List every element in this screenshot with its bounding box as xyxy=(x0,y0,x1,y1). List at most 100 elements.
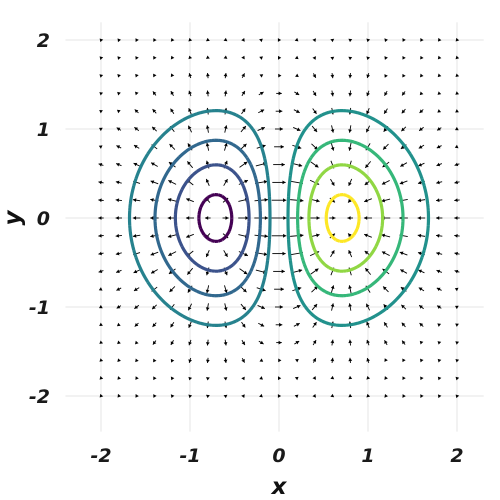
arrow-head xyxy=(115,216,119,220)
arrow-head xyxy=(437,127,441,131)
quiver-arrow xyxy=(185,216,195,220)
arrow-head xyxy=(152,340,157,345)
arrow-head xyxy=(436,216,440,220)
arrow-head xyxy=(381,251,386,255)
arrow-head xyxy=(401,127,405,132)
quiver-arrow xyxy=(117,358,121,362)
quiver-arrow xyxy=(366,108,370,115)
quiver-arrow xyxy=(241,55,245,60)
arrow-head xyxy=(312,92,317,96)
quiver-arrow xyxy=(98,251,104,256)
arrow-head xyxy=(330,74,335,79)
arrow-head xyxy=(99,74,104,78)
arrow-head xyxy=(224,253,228,257)
quiver-arrow xyxy=(455,91,460,95)
arrow-head xyxy=(348,38,353,43)
quiver-arrow xyxy=(205,90,210,97)
quiver-arrow xyxy=(348,56,353,61)
quiver-arrow xyxy=(278,358,282,363)
arrow-head xyxy=(205,125,210,129)
quiver-arrow xyxy=(115,233,122,238)
quiver-arrow xyxy=(400,162,408,167)
quiver-arrow xyxy=(258,109,265,114)
quiver-arrow xyxy=(417,233,426,238)
quiver-arrow xyxy=(170,108,175,115)
quiver-arrow xyxy=(241,90,246,97)
quiver-arrow xyxy=(420,376,424,381)
arrow-head xyxy=(169,288,174,292)
quiver-arrow xyxy=(312,90,317,97)
quiver-arrow xyxy=(330,90,335,97)
arrow-head xyxy=(348,375,353,380)
quiver-arrow xyxy=(437,341,442,345)
arrow-head xyxy=(366,38,371,43)
arrow-head xyxy=(187,288,192,293)
quiver-arrow xyxy=(384,56,388,60)
arrow-head xyxy=(330,375,335,380)
arrow-head xyxy=(115,180,120,185)
arrow-head xyxy=(455,37,460,42)
arrow-head xyxy=(294,37,299,42)
arrow-head xyxy=(98,145,103,149)
x-tick-label: 0 xyxy=(272,445,285,467)
quiver-arrow xyxy=(455,55,460,60)
quiver-arrow xyxy=(188,37,193,42)
arrow-head xyxy=(348,198,352,203)
quiver-arrow xyxy=(134,91,139,96)
arrow-head xyxy=(364,198,368,203)
arrow-head xyxy=(278,91,282,96)
quiver-arrow xyxy=(205,357,210,364)
arrow-head xyxy=(402,55,406,60)
quiver-arrow xyxy=(330,38,335,43)
arrow-head xyxy=(437,305,441,309)
arrow-head xyxy=(436,269,441,274)
quiver-arrow xyxy=(295,358,299,363)
arrow-head xyxy=(437,37,442,42)
y-tick-label: 2 xyxy=(37,30,50,52)
quiver-arrow xyxy=(169,286,176,293)
quiver-arrow xyxy=(418,269,425,274)
quiver-arrow xyxy=(134,304,140,310)
quiver-arrow xyxy=(455,323,459,327)
arrow-head xyxy=(117,91,121,96)
arrow-head xyxy=(402,73,406,78)
quiver-arrow xyxy=(98,163,104,167)
quiver-arrow xyxy=(454,216,460,220)
quiver-arrow xyxy=(98,198,104,203)
arrow-head xyxy=(348,56,353,61)
quiver-arrow xyxy=(132,216,141,220)
quiver-arrow xyxy=(150,251,159,256)
arrow-head xyxy=(436,180,440,185)
quiver-arrow xyxy=(150,216,159,220)
quiver-arrow xyxy=(188,376,193,381)
arrow-head xyxy=(364,233,368,238)
quiver-arrow xyxy=(133,269,140,274)
arrow-head xyxy=(262,287,266,292)
arrow-head xyxy=(454,216,458,220)
arrow-head xyxy=(365,268,369,272)
arrow-head xyxy=(259,358,264,362)
arrow-head xyxy=(260,109,265,113)
arrow-head xyxy=(99,340,104,344)
arrow-head xyxy=(98,216,102,220)
quiver-arrow xyxy=(238,251,249,257)
arrow-head xyxy=(135,376,139,380)
arrow-head xyxy=(264,234,268,238)
arrow-head xyxy=(117,358,121,362)
arrow-head xyxy=(383,286,387,291)
arrow-head xyxy=(401,109,406,114)
arrow-head xyxy=(188,55,193,60)
quiver-arrow xyxy=(205,394,210,399)
quiver-arrow xyxy=(366,375,371,380)
quiver-arrow xyxy=(224,142,228,151)
quiver-arrow xyxy=(135,358,139,363)
arrow-head xyxy=(330,303,335,307)
quiver-arrow xyxy=(238,179,249,185)
quiver-arrow xyxy=(98,233,104,238)
arrow-head xyxy=(366,339,370,344)
arrow-head xyxy=(437,91,442,95)
arrow-head xyxy=(418,162,423,167)
quiver-arrow xyxy=(437,376,442,381)
quiver-arrow xyxy=(259,358,264,362)
